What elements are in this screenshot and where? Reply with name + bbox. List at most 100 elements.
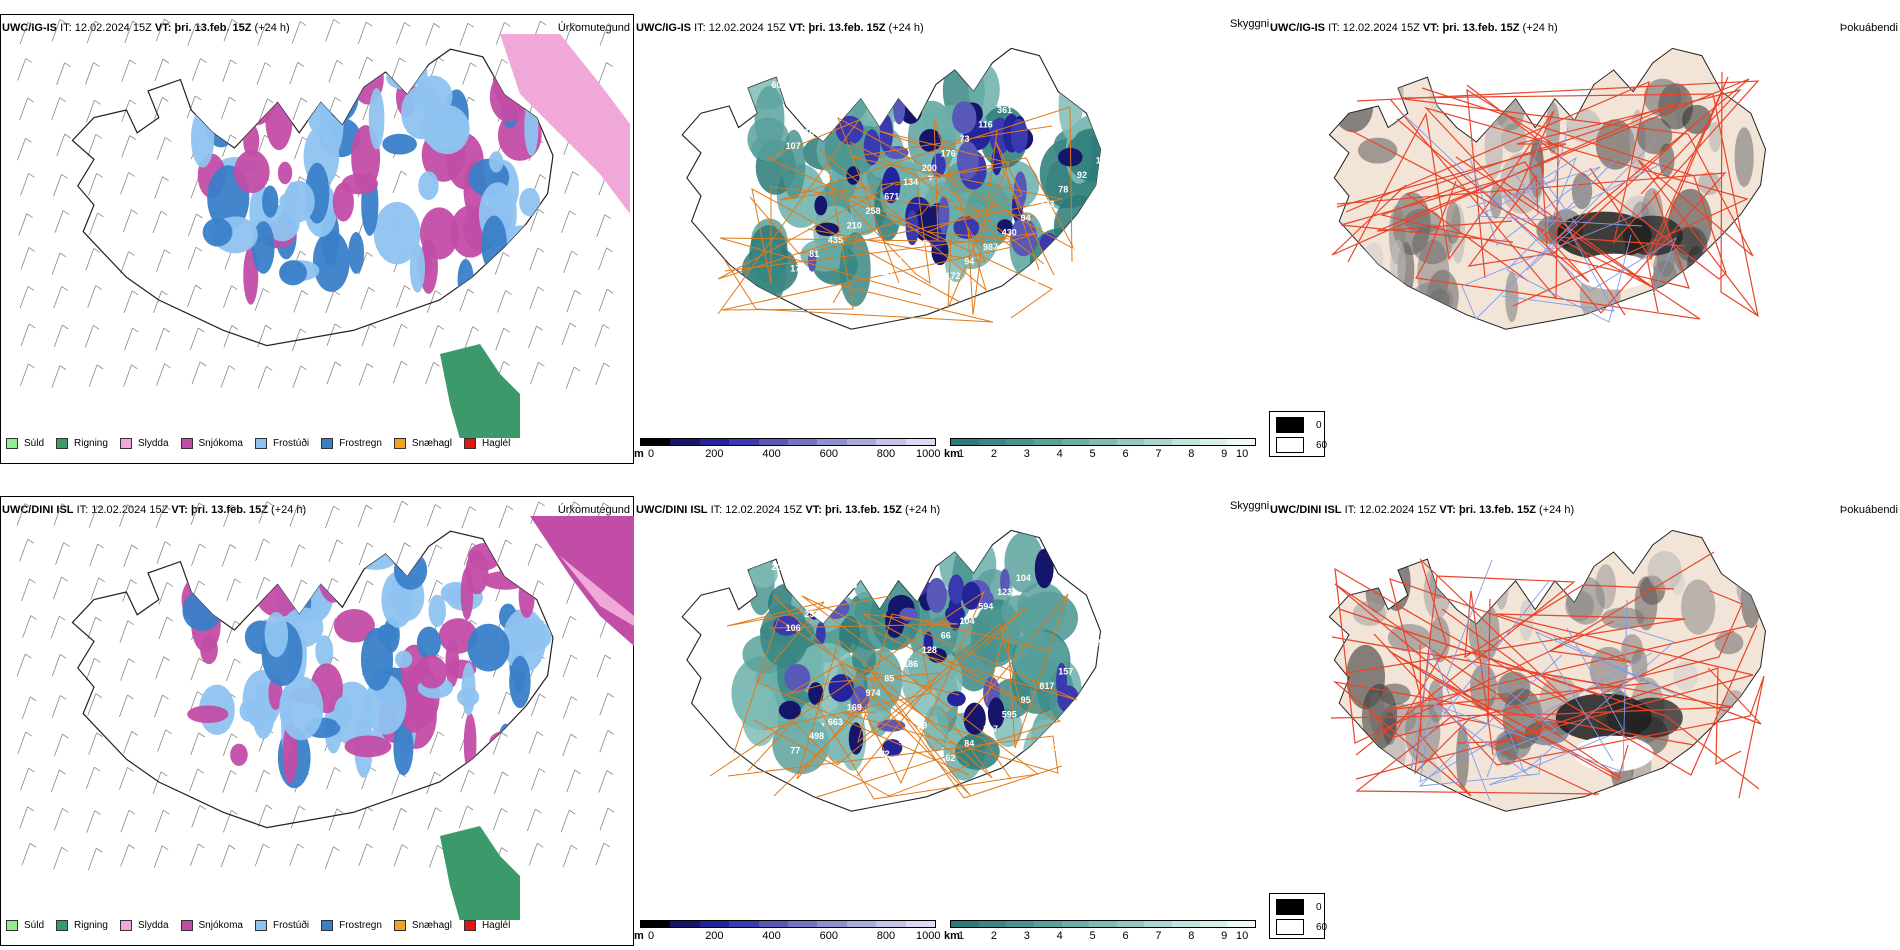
fog-map-bottom bbox=[1328, 529, 1767, 812]
fog-legend-swatch bbox=[1276, 919, 1304, 935]
legend-item: Súld bbox=[6, 438, 44, 449]
vis-value-label: 498 bbox=[809, 731, 824, 741]
vis-value-label: 127 bbox=[1096, 156, 1111, 166]
vis-value-label: 186 bbox=[903, 659, 918, 669]
precip-map-top bbox=[17, 18, 630, 439]
precip-offshore bbox=[440, 34, 630, 439]
vis-value-label: 106 bbox=[786, 623, 801, 633]
colorbar-tick-label: 8 bbox=[1188, 448, 1195, 460]
colorbar-tick-label: 600 bbox=[819, 930, 838, 942]
legend-label: Rigning bbox=[74, 438, 108, 449]
panel-title: Úrkomutegund bbox=[557, 504, 630, 516]
legend-label: Frostregn bbox=[339, 438, 382, 449]
vis-value-label: 126 bbox=[1091, 713, 1106, 723]
colorbar-tick-label: 5 bbox=[1089, 448, 1096, 460]
legend-item: Frostregn bbox=[321, 438, 382, 449]
fog-legend-label: 60 bbox=[1316, 439, 1328, 451]
legend-label: Haglél bbox=[481, 438, 511, 449]
legend-swatch bbox=[463, 438, 476, 449]
fog-legend-item: 60 bbox=[1276, 437, 1327, 453]
vis-value-label: 200 bbox=[922, 163, 937, 173]
vis-colorbar-km: km 1 2 3 4 5 6 7 8 9 10 bbox=[944, 920, 1260, 946]
legend-label: Snjókoma bbox=[198, 920, 243, 931]
vis-value-label: 663 bbox=[828, 717, 843, 727]
legend-swatch bbox=[393, 438, 406, 449]
vis-colorbar-m: m 0 200 400 600 800 1000 bbox=[634, 920, 940, 946]
colorbar-tick-label: 0 bbox=[648, 930, 655, 942]
colorbar-tick-label: 9 bbox=[1221, 448, 1228, 460]
legend-swatch bbox=[119, 438, 132, 449]
vis-value-label: 92 bbox=[823, 594, 833, 604]
vis-value-label: 94 bbox=[1021, 213, 1031, 223]
colorbar-tick-label: 1 bbox=[958, 930, 965, 942]
colorbar-tick-label: 0 bbox=[648, 448, 655, 460]
legend-item: Snjókoma bbox=[180, 920, 243, 931]
panel-title: Skyggni bbox=[1230, 500, 1270, 512]
colorbar bbox=[640, 920, 936, 928]
legend-label: Súld bbox=[24, 920, 45, 931]
vis-value-label: 361 bbox=[997, 105, 1012, 115]
vis-value-label: 671 bbox=[884, 192, 899, 202]
rivers bbox=[1410, 559, 1678, 802]
colorbar-tick-label: 600 bbox=[819, 448, 838, 460]
colorbar-tick-label: 3 bbox=[1023, 448, 1030, 460]
legend-label: Frostúði bbox=[272, 438, 310, 449]
colorbar-tick-label: 8 bbox=[1188, 930, 1195, 942]
vis-value-label: 84 bbox=[964, 738, 974, 748]
precip-legend: Súld Rigning Slydda Snjókoma Frostúði Frostre… bbox=[6, 920, 523, 931]
panel-header: UWC/IG-IS IT: 12.02.2024 15Z VT: þri. 13… bbox=[1270, 22, 1558, 34]
colorbar-tick-label: 2 bbox=[990, 930, 997, 942]
vis-value-label: 94 bbox=[1016, 91, 1026, 101]
vis-value-label: 258 bbox=[1096, 638, 1111, 648]
fog-panel-bottom: UWC/DINI ISL IT: 12.02.2024 15Z VT: þri.… bbox=[1269, 496, 1900, 946]
vis-value-label: 66 bbox=[941, 630, 951, 640]
vis-value-label: 104 bbox=[1016, 573, 1031, 583]
colorbar-tick-label: 400 bbox=[762, 930, 781, 942]
legend-swatch bbox=[321, 920, 334, 931]
colorbar bbox=[950, 438, 1256, 446]
fog-map-top bbox=[1328, 47, 1767, 330]
colorbar-unit: m bbox=[634, 448, 644, 460]
legend-swatch bbox=[6, 438, 18, 449]
colorbar-tick-label: 800 bbox=[876, 448, 896, 460]
colorbar-tick-label: 10 bbox=[1236, 448, 1249, 460]
colorbar bbox=[640, 438, 936, 446]
colorbar-tick-label: 4 bbox=[1056, 448, 1063, 460]
legend-item: Rigning bbox=[56, 438, 108, 449]
legend-item: Rigning bbox=[56, 920, 108, 931]
legend-swatch bbox=[463, 920, 476, 931]
vis-value-label: 430 bbox=[1002, 228, 1017, 238]
vis-value-label: 217 bbox=[983, 724, 998, 734]
fog-legend-item: 60 bbox=[1276, 919, 1327, 935]
vis-value-label: 202 bbox=[772, 562, 787, 572]
vis-value-label: 108 bbox=[1035, 274, 1050, 284]
vis-value-label: 111 bbox=[880, 267, 894, 277]
legend-item: Frostúði bbox=[254, 920, 309, 931]
vis-value-label: 124 bbox=[861, 566, 876, 576]
vis-value-label: 58 bbox=[917, 238, 927, 248]
colorbar-tick-label: 1 bbox=[958, 448, 965, 460]
vis-value-label: 85 bbox=[884, 674, 894, 684]
legend-label: Snæhagl bbox=[411, 920, 452, 931]
vis-value-label: 25 bbox=[1054, 260, 1064, 270]
legend-label: Súld bbox=[24, 438, 45, 449]
road-network bbox=[1331, 71, 1760, 320]
legend-swatch bbox=[321, 438, 334, 449]
fog-legend-label: 60 bbox=[1316, 921, 1328, 933]
visibility-panel-bottom: UWC/DINI ISL IT: 12.02.2024 15Z VT: þri.… bbox=[634, 496, 1270, 946]
vis-value-label: 210 bbox=[847, 220, 862, 230]
vis-value-label: 95 bbox=[1021, 695, 1031, 705]
colorbar-tick-label: 3 bbox=[1023, 930, 1030, 942]
legend-swatch bbox=[180, 920, 193, 931]
legend-label: Slydda bbox=[137, 920, 169, 931]
colorbar-tick-label: 5 bbox=[1089, 930, 1096, 942]
vis-value-label: 94 bbox=[964, 256, 974, 266]
vis-value-label: 82 bbox=[880, 749, 890, 759]
legend-label: Slydda bbox=[137, 438, 169, 449]
vis-value-label: 423 bbox=[1035, 756, 1050, 766]
panel-header: UWC/DINI ISL IT: 12.02.2024 15Z VT: þri.… bbox=[636, 504, 941, 516]
legend-swatch bbox=[6, 920, 18, 931]
colorbar-unit: m bbox=[634, 930, 644, 942]
vis-value-label: 595 bbox=[1002, 710, 1017, 720]
vis-value-label: 157 bbox=[1058, 666, 1073, 676]
